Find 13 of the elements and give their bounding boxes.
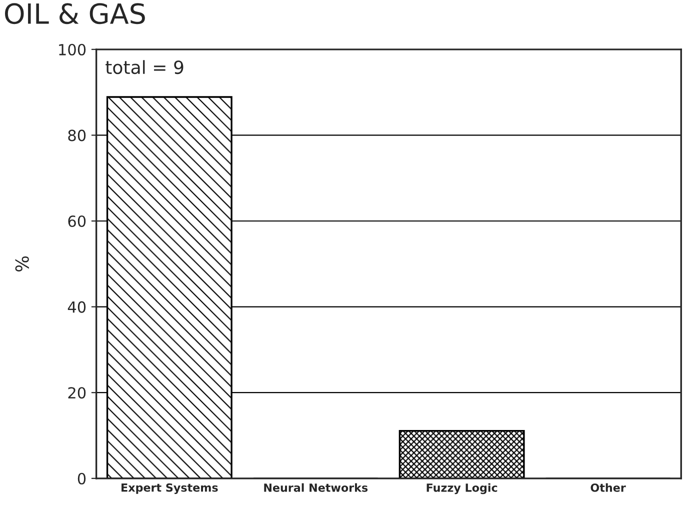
y-tick-label: 20: [68, 387, 86, 399]
y-tick-label: 100: [59, 44, 86, 56]
x-tick-label: Other: [590, 483, 626, 492]
y-axis-title: %: [15, 256, 29, 272]
x-tick-label: Neural Networks: [264, 483, 368, 492]
y-tick-label: 0: [78, 472, 86, 484]
x-tick-label: Expert Systems: [122, 483, 218, 494]
y-tick-label: 80: [68, 130, 86, 142]
y-tick-label: 60: [68, 215, 86, 228]
x-tick-label: Fuzzy Logic: [426, 483, 498, 494]
y-tick-label: 40: [68, 301, 86, 313]
chart-title: OIL & GAS: [5, 3, 145, 24]
annotation: total = 9: [106, 60, 184, 74]
